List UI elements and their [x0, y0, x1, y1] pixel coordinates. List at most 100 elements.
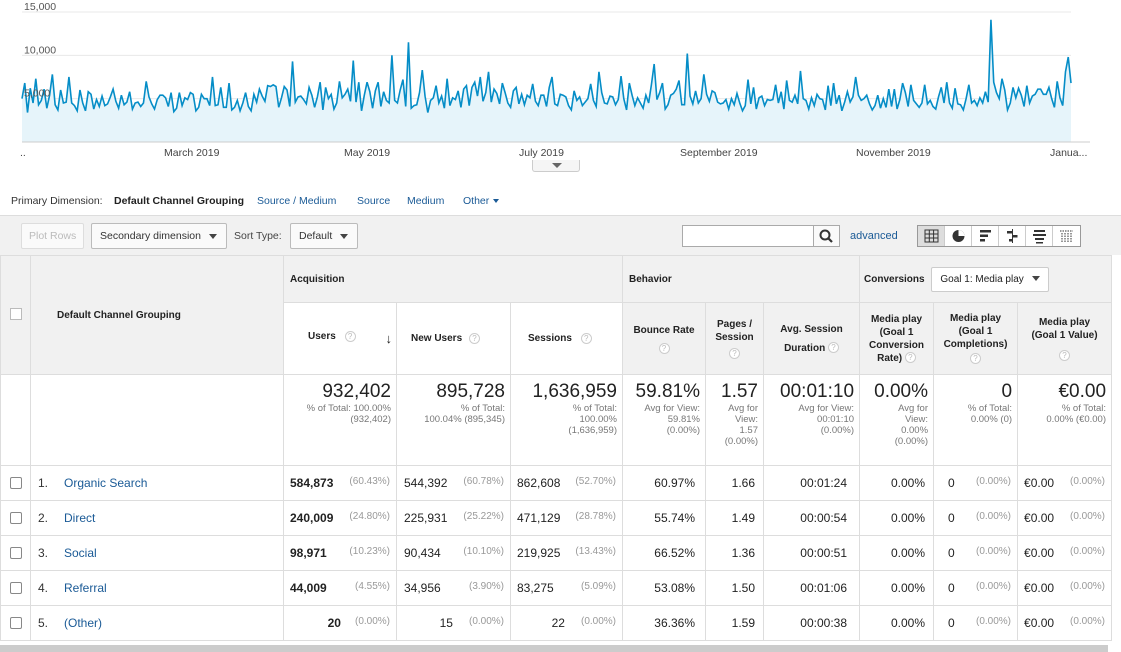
row-checkbox[interactable]: [9, 512, 22, 525]
x-tick-label: ..: [20, 147, 26, 159]
channel-cell: 4. Referral: [30, 570, 284, 606]
sessions-cell: 862,608 (52.70%): [510, 465, 623, 501]
dimension-header[interactable]: Default Channel Grouping: [30, 255, 284, 375]
users-cell-percent: (0.00%): [354, 616, 390, 627]
total-avg-duration: 00:01:10 Avg for View: 00:01:10 (0.00%): [762, 374, 861, 466]
total-users-sub: (932,402): [350, 414, 391, 425]
completions-cell-percent: (0.00%): [976, 476, 1012, 487]
help-icon[interactable]: ?: [827, 342, 839, 354]
goal-value-cell-percent: (0.00%): [1070, 476, 1106, 487]
channel-link[interactable]: (Other): [64, 616, 103, 630]
help-icon[interactable]: ?: [729, 348, 740, 359]
completions-cell-content: 0 (0.00%): [948, 581, 1011, 595]
dimension-option-medium[interactable]: Medium: [407, 195, 445, 207]
view-table-button[interactable]: [918, 226, 945, 246]
total-new-users: 895,728% of Total: 100.04% (895,345): [396, 374, 511, 466]
channel-link[interactable]: Social: [64, 546, 97, 560]
avg-duration-cell: 00:00:38: [762, 605, 861, 641]
channel-cell: 3. Social: [30, 535, 284, 571]
new-users-cell-content: 225,931 (25.22%): [404, 511, 504, 525]
bounce-rate-column-header[interactable]: Bounce Rate?: [622, 302, 706, 375]
grid-table-icon: [924, 229, 939, 243]
users-cell-value: 240,009: [290, 511, 334, 525]
comparison-icon: [1007, 229, 1018, 243]
dimension-option-source-medium[interactable]: Source / Medium: [257, 195, 337, 207]
view-comparison-button[interactable]: [999, 226, 1026, 246]
chart-collapse-handle[interactable]: [532, 160, 580, 172]
row-checkbox[interactable]: [9, 617, 22, 630]
row-select-cell: [0, 570, 31, 606]
view-term-cloud-button[interactable]: [1026, 226, 1053, 246]
pages-per-session-cell: 1.49: [705, 500, 764, 536]
new-users-column-header[interactable]: New Users ?: [396, 302, 511, 375]
pages-per-session-column-header[interactable]: Pages / Session?: [705, 302, 764, 375]
sessions-cell-value: 471,129: [517, 511, 561, 525]
users-cell: 98,971 (10.23%): [283, 535, 397, 571]
y-tick-label: 5,000: [24, 88, 50, 100]
channel-link[interactable]: Direct: [64, 511, 96, 525]
row-index: 2.: [38, 511, 49, 525]
goal-value-cell-percent: (0.00%): [1070, 546, 1106, 557]
horizontal-scrollbar[interactable]: [0, 645, 1108, 652]
row-checkbox[interactable]: [9, 547, 22, 560]
dimension-option-other[interactable]: Other: [463, 188, 500, 214]
group-header-row: Default Channel Grouping Acquisition Beh…: [0, 255, 1113, 375]
pages-per-session-header-label-2: Session: [715, 332, 754, 343]
row-checkbox[interactable]: [9, 582, 22, 595]
chevron-down-icon: [493, 199, 500, 204]
series-line: [21, 19, 1072, 114]
total-pages-sub: View:: [734, 414, 758, 425]
completions-column-header[interactable]: Media play (Goal 1 Completions)?: [933, 302, 1019, 375]
channel-link[interactable]: Organic Search: [64, 476, 148, 490]
help-icon[interactable]: ?: [970, 353, 982, 365]
avg-session-duration-column-header[interactable]: Avg. Session Duration ?: [762, 302, 861, 375]
total-goal-value: €0.00% of Total: 0.00% (€0.00): [1017, 374, 1113, 466]
goal-value-cell-percent: (0.00%): [1070, 616, 1106, 627]
view-performance-button[interactable]: [972, 226, 999, 246]
select-all-checkbox[interactable]: [9, 307, 22, 320]
sort-type-dropdown[interactable]: Default: [290, 223, 358, 249]
series-area: [22, 19, 1071, 142]
sessions-cell-content: 471,129 (28.78%): [517, 511, 616, 525]
sessions-column-header[interactable]: Sessions ?: [510, 302, 623, 375]
sessions-cell-content: 83,275 (5.09%): [517, 581, 616, 595]
advanced-filter-link[interactable]: advanced: [850, 230, 898, 242]
completions-cell-content: 0 (0.00%): [948, 511, 1011, 525]
help-icon[interactable]: ?: [468, 332, 480, 344]
help-icon[interactable]: ?: [580, 332, 592, 344]
completions-cell-value: 0: [948, 581, 955, 595]
row-checkbox[interactable]: [9, 477, 22, 490]
goal-value-column-header[interactable]: Media play (Goal 1 Value)?: [1017, 302, 1113, 375]
avg-duration-header-label-1: Avg. Session: [780, 323, 843, 335]
channel-link[interactable]: Referral: [64, 581, 107, 595]
dimension-option-source[interactable]: Source: [357, 195, 391, 207]
goal-value-cell-content: €0.00 (0.00%): [1024, 511, 1105, 525]
secondary-dimension-dropdown[interactable]: Secondary dimension: [91, 223, 227, 249]
help-icon[interactable]: ?: [904, 352, 916, 364]
help-icon[interactable]: ?: [1059, 350, 1071, 361]
new-users-cell-value: 15: [439, 616, 453, 630]
plot-rows-button[interactable]: Plot Rows: [21, 223, 85, 249]
users-column-header[interactable]: Users ? ↓: [283, 302, 397, 375]
total-sessions: 1,636,959% of Total: 100.00% (1,636,959): [510, 374, 623, 466]
goal-selector-dropdown[interactable]: Goal 1: Media play: [931, 266, 1049, 292]
total-comp-value: 0: [1001, 381, 1013, 402]
new-users-cell: 90,434 (10.10%): [396, 535, 511, 571]
search-button[interactable]: [814, 225, 840, 247]
table-row: 5. (Other) 20 (0.00%) 15 (0.00%) 22 (0.00%) 36.3…: [0, 605, 1113, 641]
bounce-rate-cell: 66.52%: [622, 535, 706, 571]
cr-header-label-4: Rate): [877, 352, 903, 364]
table-row: 1. Organic Search 584,873 (60.43%) 544,392 (6…: [0, 465, 1113, 501]
table-search-input[interactable]: [682, 225, 814, 247]
conversion-rate-column-header[interactable]: Media play (Goal 1 Conversion Rate) ?: [859, 302, 935, 375]
sessions-cell-percent: (13.43%): [575, 546, 616, 557]
view-pie-button[interactable]: [945, 226, 972, 246]
help-icon[interactable]: ?: [344, 331, 356, 342]
sessions-over-time-chart: 15,000 10,000 5,000.. March 2019 May 2019 Jul…: [0, 0, 1121, 175]
users-cell-value: 20: [327, 616, 341, 630]
total-pages-value: 1.57: [721, 381, 758, 402]
view-pivot-button[interactable]: [1053, 226, 1080, 246]
users-cell-value: 44,009: [290, 581, 327, 595]
totals-spacer: [0, 374, 31, 466]
help-icon[interactable]: ?: [658, 342, 670, 354]
